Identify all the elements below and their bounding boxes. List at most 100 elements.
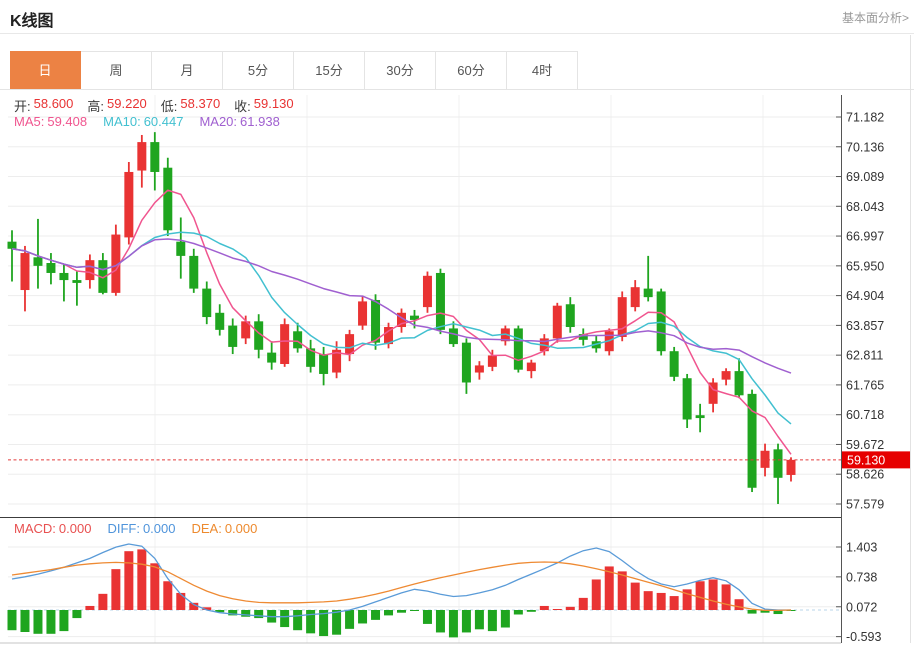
price-tick-label: 69.089 xyxy=(846,170,884,184)
macd-tick-label: -0.593 xyxy=(846,630,881,644)
macd-bar xyxy=(98,593,108,610)
tab-60min[interactable]: 60分 xyxy=(436,51,507,89)
candle-body xyxy=(72,280,82,283)
macd-bar xyxy=(46,610,56,634)
macd-bar xyxy=(384,610,394,616)
current-price-tag-label: 59.130 xyxy=(847,453,885,467)
macd-bar xyxy=(435,610,445,633)
tab-15min[interactable]: 15分 xyxy=(294,51,365,89)
price-tick-label: 60.718 xyxy=(846,408,884,422)
candle-body xyxy=(747,393,757,488)
candle-body xyxy=(137,142,147,171)
candle-body xyxy=(721,371,731,380)
candle-body xyxy=(617,297,627,337)
current-price-tag xyxy=(842,451,911,469)
tab-4hour[interactable]: 4时 xyxy=(507,51,578,89)
tab-30min[interactable]: 30分 xyxy=(365,51,436,89)
price-tick-label: 70.136 xyxy=(846,140,884,154)
candle-body xyxy=(682,378,692,420)
tab-daily[interactable]: 日 xyxy=(10,51,81,89)
candle-body xyxy=(695,415,705,419)
macd-bar xyxy=(397,610,406,613)
candle-body xyxy=(708,382,718,404)
macd-bar xyxy=(137,549,147,610)
candle-body xyxy=(397,312,406,328)
candle-body xyxy=(7,241,17,249)
price-tick-label: 59.672 xyxy=(846,438,884,452)
candle-body xyxy=(345,334,355,355)
macd-bar xyxy=(202,607,212,610)
macd-bar xyxy=(280,610,290,628)
candle-body xyxy=(46,263,56,273)
macd-bar xyxy=(332,610,342,635)
macd-bar xyxy=(409,610,419,611)
candle-body xyxy=(422,275,432,308)
candle-body xyxy=(578,334,588,340)
candle-body xyxy=(20,253,30,291)
candle-body xyxy=(487,355,497,367)
macd-bar xyxy=(215,610,225,613)
macd-bar xyxy=(358,610,368,624)
ma5-line xyxy=(11,189,792,455)
candle-body xyxy=(111,234,121,293)
candle-body xyxy=(59,272,69,281)
macd-bar xyxy=(630,582,640,610)
period-tabs: 日周月 5分 15分 30分 60分 4时 xyxy=(10,51,578,89)
candle-body xyxy=(85,260,95,281)
candle-body xyxy=(371,299,381,343)
macd-bar xyxy=(695,581,705,610)
macd-bar xyxy=(487,610,497,632)
candle-body xyxy=(280,324,290,364)
page-title: K线图 xyxy=(10,13,54,30)
macd-bar xyxy=(656,592,666,610)
macd-bar xyxy=(33,610,43,634)
macd-bar xyxy=(734,599,744,610)
macd-bar xyxy=(59,610,69,632)
tab-weekly[interactable]: 周 xyxy=(81,51,152,89)
candle-body xyxy=(33,257,43,266)
candle-body xyxy=(124,171,134,238)
macd-bar xyxy=(319,610,329,637)
macd-tick-label: 0.072 xyxy=(846,600,877,614)
macd-bar xyxy=(371,610,381,620)
candle-body xyxy=(150,142,160,172)
macd-bar xyxy=(500,610,510,628)
macd-bar xyxy=(747,610,757,614)
macd-bar xyxy=(552,609,562,610)
macd-bar xyxy=(773,610,783,615)
candle-body xyxy=(241,321,251,339)
candle-body xyxy=(474,365,484,373)
tabs-underline xyxy=(0,89,914,90)
candle-body xyxy=(163,167,173,231)
candle-body xyxy=(228,325,238,347)
macd-bar xyxy=(708,579,718,610)
fundamental-analysis-link[interactable]: 基本面分析> xyxy=(841,11,909,25)
candle-body xyxy=(293,331,303,349)
candle-body xyxy=(448,328,458,345)
candle-body xyxy=(306,348,316,367)
candle-body xyxy=(384,327,394,345)
candle-body xyxy=(643,288,653,298)
dea-line xyxy=(11,561,792,612)
macd-bar xyxy=(617,571,627,610)
candle-body xyxy=(202,288,212,318)
candle-body xyxy=(461,342,471,383)
macd-bar xyxy=(85,605,95,610)
tab-monthly[interactable]: 月 xyxy=(152,51,223,89)
candle-body xyxy=(734,371,744,396)
candle-body xyxy=(409,315,419,320)
macd-bar xyxy=(111,569,121,610)
macd-bar xyxy=(150,563,160,610)
macd-bar xyxy=(254,610,264,619)
candle-body xyxy=(254,321,264,350)
price-tick-label: 58.626 xyxy=(846,468,884,482)
ma20-line xyxy=(11,238,792,374)
tab-5min[interactable]: 5分 xyxy=(223,51,294,89)
macd-bar xyxy=(513,610,523,615)
macd-tick-label: 1.403 xyxy=(846,541,877,555)
macd-bar xyxy=(228,610,238,616)
macd-bar xyxy=(306,610,316,634)
candle-body xyxy=(513,328,523,370)
macd-bar xyxy=(760,610,770,613)
price-tick-label: 61.765 xyxy=(846,378,884,392)
